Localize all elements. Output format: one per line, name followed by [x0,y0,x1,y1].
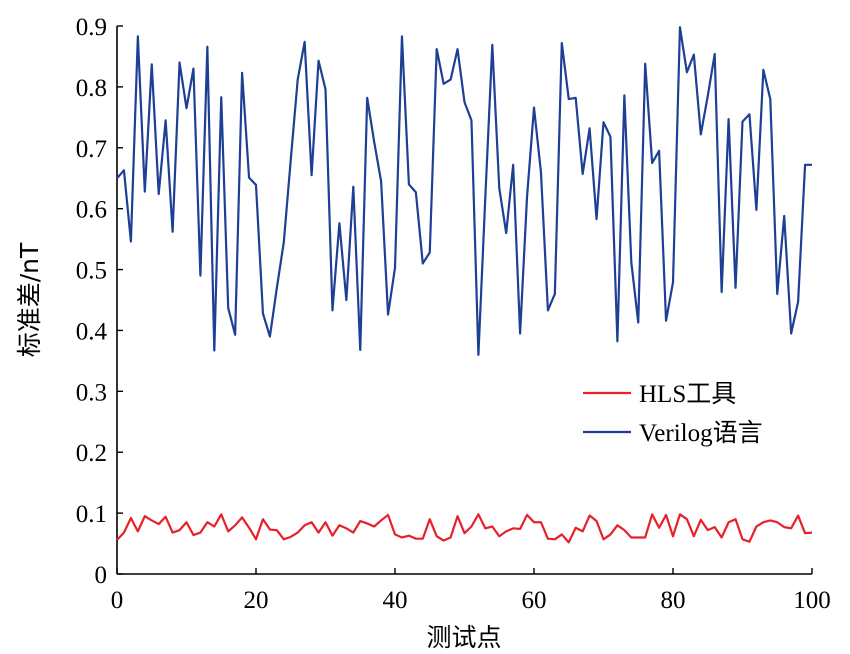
axes [116,26,812,575]
hls-series-line [116,513,813,544]
y-tick-label: 0.5 [76,258,107,285]
y-axis-title: 标准差/nT [15,242,44,357]
verilog-series-line [116,26,812,356]
y-tick-label: 0.2 [76,440,107,467]
x-tick-label: 80 [661,587,686,614]
x-tick-label: 0 [111,587,124,614]
legend-label-hls: HLS工具 [639,381,736,408]
legend: HLS工具 Verilog语言 [583,381,763,447]
x-tick-label: 20 [244,587,269,614]
x-tick-label: 40 [383,587,408,614]
y-tick-label: 0.9 [76,14,107,41]
x-axis-title: 测试点 [426,623,501,652]
x-tick-label: 60 [522,587,547,614]
y-tick-label: 0.6 [76,197,107,224]
x-ticks: 0 20 40 60 80 100 [111,568,831,614]
y-tick-label: 0.8 [76,75,107,102]
y-tick-label: 0.3 [76,379,107,406]
y-ticks: 0 0.1 0.2 0.3 0.4 0.5 0.6 0.7 0.8 0.9 [76,14,123,589]
y-tick-label: 0 [95,562,108,589]
y-tick-label: 0.4 [76,318,108,345]
legend-label-verilog: Verilog语言 [639,419,763,447]
series-layer [116,26,813,544]
y-tick-label: 0.7 [76,136,107,163]
y-tick-label: 0.1 [76,501,107,528]
x-tick-label: 100 [793,587,831,614]
